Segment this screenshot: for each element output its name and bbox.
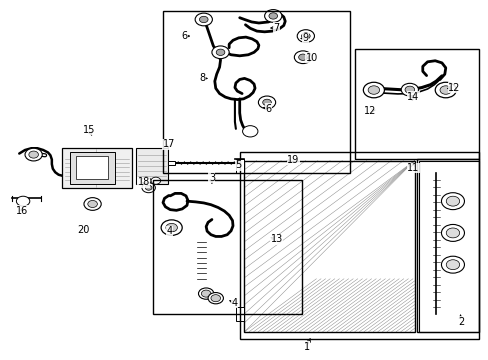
Text: 4: 4	[231, 298, 238, 308]
Bar	[419, 161, 478, 332]
Text: 16: 16	[16, 206, 28, 216]
Circle shape	[298, 54, 306, 60]
Circle shape	[363, 82, 384, 98]
Bar	[239, 152, 478, 339]
Circle shape	[29, 151, 39, 158]
Bar	[62, 148, 132, 188]
Text: 11: 11	[406, 163, 418, 173]
Circle shape	[258, 96, 275, 109]
Circle shape	[446, 196, 459, 206]
Text: 6: 6	[265, 104, 271, 114]
Bar	[167, 161, 174, 165]
Text: 8: 8	[199, 73, 205, 84]
Text: 5: 5	[235, 160, 242, 170]
Text: 19: 19	[286, 155, 299, 165]
Text: 1: 1	[303, 342, 309, 352]
Circle shape	[301, 33, 309, 39]
Circle shape	[211, 46, 229, 59]
Text: 12: 12	[447, 82, 460, 93]
Text: 6: 6	[181, 31, 187, 41]
Bar	[235, 307, 244, 321]
Circle shape	[165, 224, 177, 232]
Text: 10: 10	[305, 53, 317, 63]
Circle shape	[25, 148, 42, 161]
Text: 13: 13	[270, 234, 282, 244]
Text: 17: 17	[163, 139, 175, 149]
Bar	[153, 180, 302, 314]
Circle shape	[88, 201, 97, 207]
Text: 2: 2	[457, 317, 463, 327]
Text: 15: 15	[82, 125, 95, 135]
Circle shape	[434, 82, 455, 98]
Circle shape	[441, 256, 464, 273]
Bar	[163, 11, 349, 173]
Bar	[244, 161, 414, 332]
Circle shape	[446, 228, 459, 238]
Circle shape	[400, 83, 418, 96]
Circle shape	[161, 220, 182, 235]
Text: 3: 3	[208, 173, 215, 183]
Circle shape	[195, 13, 212, 26]
Circle shape	[145, 185, 152, 190]
Circle shape	[17, 196, 30, 206]
Circle shape	[441, 193, 464, 210]
Circle shape	[142, 183, 155, 193]
Circle shape	[439, 86, 450, 94]
Circle shape	[151, 177, 160, 184]
Text: 20: 20	[77, 225, 89, 235]
Bar	[235, 159, 244, 173]
Bar	[136, 148, 168, 184]
Circle shape	[264, 10, 281, 22]
Circle shape	[268, 13, 277, 19]
Circle shape	[441, 224, 464, 242]
Text: 4: 4	[166, 226, 172, 236]
Circle shape	[404, 86, 414, 93]
Circle shape	[367, 86, 379, 94]
Circle shape	[201, 290, 210, 297]
Circle shape	[446, 260, 459, 270]
Text: 14: 14	[406, 92, 418, 102]
Circle shape	[84, 198, 101, 210]
Circle shape	[294, 51, 311, 64]
Text: 7: 7	[273, 23, 279, 33]
Bar	[69, 153, 115, 184]
Circle shape	[242, 126, 257, 137]
Circle shape	[262, 99, 271, 105]
Bar	[416, 159, 478, 332]
Text: 18: 18	[138, 177, 150, 188]
Circle shape	[210, 294, 220, 302]
Bar	[76, 156, 108, 179]
Circle shape	[198, 288, 213, 299]
Circle shape	[199, 16, 208, 23]
Bar	[354, 49, 478, 159]
Circle shape	[297, 30, 314, 42]
Circle shape	[216, 49, 224, 55]
Text: 9: 9	[302, 33, 308, 43]
Circle shape	[208, 293, 223, 304]
Text: 12: 12	[363, 106, 375, 116]
Circle shape	[141, 177, 151, 184]
